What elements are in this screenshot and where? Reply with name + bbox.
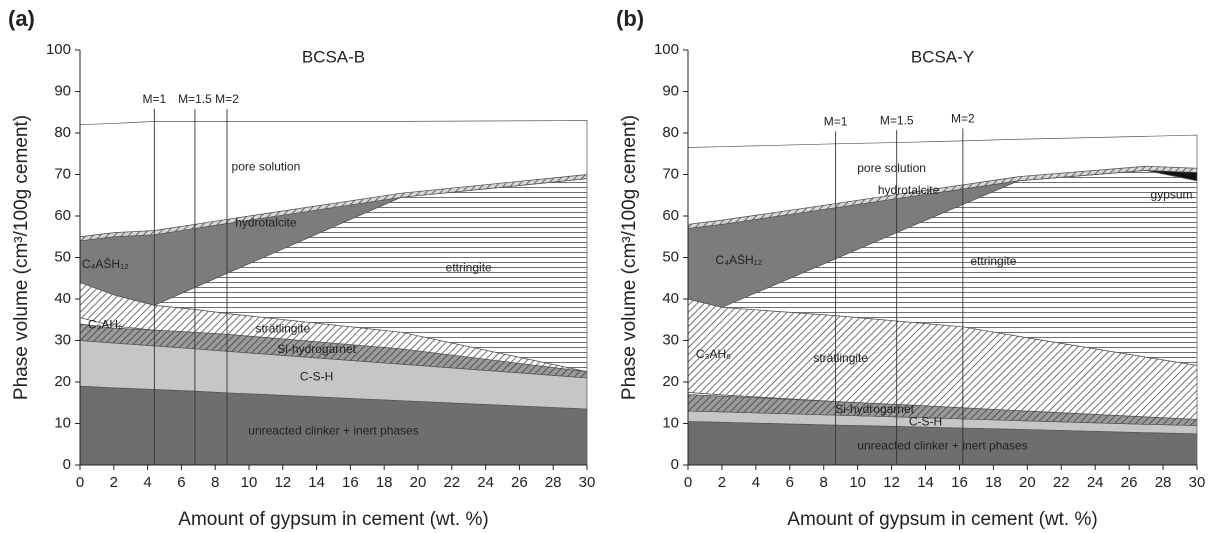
marker-label: M=1.5 — [880, 113, 914, 127]
y-axis-label: Phase volume (cm³/100g cement) — [619, 115, 640, 400]
x-tick-label: 30 — [579, 474, 596, 491]
x-tick-label: 4 — [752, 474, 760, 491]
x-tick-label: 18 — [985, 474, 1002, 491]
x-tick-label: 0 — [76, 474, 84, 491]
phase-label: ettringite — [970, 254, 1016, 268]
phase-label: pore solution — [857, 161, 926, 175]
marker-label: M=1 — [824, 115, 848, 129]
x-tick-label: 28 — [545, 474, 562, 491]
y-tick-label: 0 — [671, 456, 679, 473]
x-tick-label: 16 — [951, 474, 968, 491]
x-tick-label: 6 — [177, 474, 185, 491]
x-axis-label: Amount of gypsum in cement (wt. %) — [787, 509, 1097, 530]
y-tick-label: 20 — [54, 373, 71, 390]
y-tick-label: 50 — [662, 248, 679, 265]
y-tick-label: 70 — [662, 165, 679, 182]
x-tick-label: 28 — [1155, 474, 1172, 491]
x-tick-label: 8 — [211, 474, 219, 491]
phase-area — [687, 134, 1198, 225]
marker-label: M=1 — [143, 92, 167, 106]
x-tick-label: 10 — [849, 474, 866, 491]
phase-label: Si-hydrogarnet — [835, 402, 914, 416]
chart-title: BCSA-B — [302, 47, 365, 66]
x-tick-label: 4 — [143, 474, 151, 491]
phase-label: C-S-H — [909, 415, 942, 429]
y-tick-label: 100 — [654, 41, 679, 58]
x-tick-label: 12 — [883, 474, 900, 491]
x-tick-label: 22 — [443, 474, 460, 491]
phase-label: strätlingite — [813, 351, 868, 365]
x-tick-label: 10 — [241, 474, 258, 491]
x-tick-label: 2 — [110, 474, 118, 491]
chart-title: BCSA-Y — [911, 47, 974, 66]
phase-label: C-S-H — [300, 370, 333, 384]
y-tick-label: 60 — [54, 207, 71, 224]
panel-label: (b) — [616, 6, 644, 31]
y-tick-label: 80 — [54, 124, 71, 141]
marker-label: M=1.5 — [178, 92, 212, 106]
x-tick-label: 22 — [1053, 474, 1070, 491]
x-tick-label: 26 — [511, 474, 528, 491]
phase-label: hydrotalcite — [878, 183, 940, 197]
x-tick-label: 20 — [410, 474, 427, 491]
phase-label: unreacted clinker + inert phases — [248, 423, 418, 437]
x-tick-label: 24 — [1087, 474, 1104, 491]
y-tick-label: 40 — [54, 290, 71, 307]
x-tick-label: 14 — [308, 474, 325, 491]
phase-label: C₃AH₆ — [696, 347, 731, 361]
x-tick-label: 26 — [1121, 474, 1138, 491]
y-tick-label: 90 — [662, 82, 679, 99]
y-tick-label: 20 — [662, 373, 679, 390]
x-axis-label: Amount of gypsum in cement (wt. %) — [178, 509, 488, 530]
x-tick-label: 20 — [1019, 474, 1036, 491]
phase-label: unreacted clinker + inert phases — [857, 438, 1027, 452]
y-tick-label: 70 — [54, 165, 71, 182]
y-tick-label: 50 — [54, 248, 71, 265]
phase-label: ettringite — [446, 261, 492, 275]
y-tick-label: 30 — [54, 331, 71, 348]
y-tick-label: 90 — [54, 82, 71, 99]
y-tick-label: 30 — [662, 331, 679, 348]
x-tick-label: 12 — [274, 474, 291, 491]
phase-label: hydrotalcite — [235, 216, 297, 230]
y-tick-label: 10 — [54, 414, 71, 431]
marker-label: M=2 — [951, 112, 975, 126]
y-tick-label: 40 — [662, 290, 679, 307]
x-tick-label: 24 — [477, 474, 494, 491]
x-tick-label: 14 — [917, 474, 934, 491]
phase-label: Si-hydrogarnet — [277, 342, 356, 356]
phase-label: C₃AH₆ — [88, 318, 123, 332]
x-tick-label: 30 — [1189, 474, 1206, 491]
phase-label: C₄AS̄H₁₂ — [715, 253, 762, 267]
y-tick-label: 60 — [662, 207, 679, 224]
x-tick-label: 16 — [342, 474, 359, 491]
panel-label: (a) — [8, 6, 35, 31]
phase-label: C₄AS̄H₁₂ — [82, 257, 129, 271]
y-tick-label: 80 — [662, 124, 679, 141]
phase-label: strätlingite — [255, 321, 310, 335]
x-tick-label: 6 — [786, 474, 794, 491]
y-tick-label: 0 — [63, 456, 71, 473]
x-tick-label: 18 — [376, 474, 393, 491]
y-tick-label: 10 — [662, 414, 679, 431]
x-tick-label: 2 — [718, 474, 726, 491]
x-tick-label: 8 — [820, 474, 828, 491]
phase-label: gypsum — [1151, 188, 1193, 202]
y-axis-label: Phase volume (cm³/100g cement) — [11, 115, 32, 400]
y-tick-label: 100 — [46, 41, 71, 58]
phase-area — [79, 120, 588, 238]
marker-label: M=2 — [215, 92, 239, 106]
x-tick-label: 0 — [684, 474, 692, 491]
phase-label: pore solution — [232, 160, 301, 174]
